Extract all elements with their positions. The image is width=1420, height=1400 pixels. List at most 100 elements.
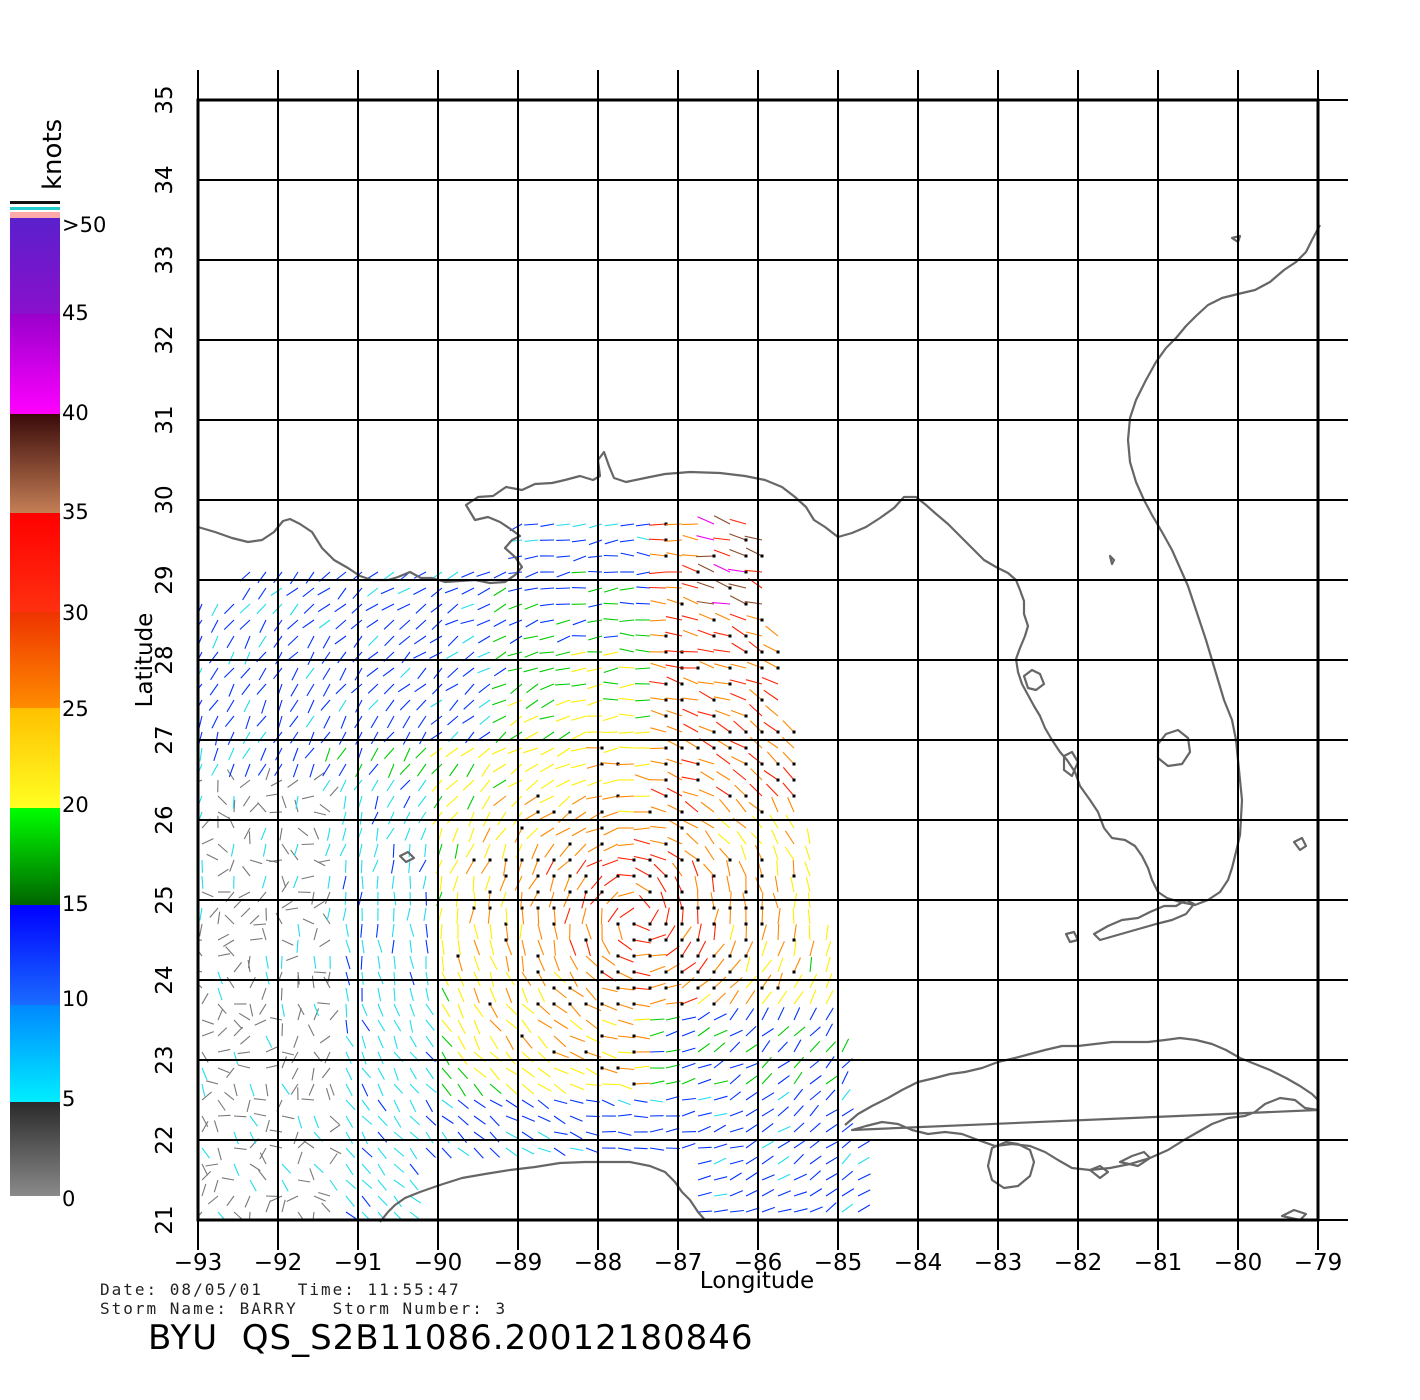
wind-vector: [761, 1206, 775, 1213]
wind-vector: [665, 539, 683, 542]
rain-flag-marker: [552, 986, 556, 990]
rain-flag-marker: [664, 778, 668, 782]
wind-vector: [713, 1080, 729, 1085]
wind-vector: [483, 843, 491, 859]
colorbar-label-45: 45: [62, 301, 89, 325]
wind-vector: [684, 800, 699, 813]
wind-vector: [697, 648, 715, 653]
wind-vector: [265, 1083, 269, 1097]
wind-vector: [809, 973, 818, 989]
wind-vector: [307, 1024, 315, 1037]
wind-vector: [665, 523, 683, 526]
wind-vector: [430, 731, 443, 741]
wind-vector: [697, 1146, 712, 1149]
wind-vector: [761, 1155, 774, 1165]
wind-vector: [713, 1157, 727, 1165]
wind-vector: [556, 635, 571, 643]
wind-vector: [683, 723, 699, 733]
wind-vector: [603, 587, 619, 593]
wind-vector: [716, 771, 731, 781]
wind-vector: [650, 619, 667, 622]
wind-vector: [295, 795, 299, 809]
rain-flag-marker: [632, 1082, 636, 1086]
wind-vector: [385, 699, 395, 712]
wind-vector: [585, 795, 603, 800]
wind-vector: [248, 1211, 251, 1220]
wind-vector: [636, 586, 651, 589]
wind-vector: [681, 1016, 697, 1021]
wind-vector: [221, 1177, 235, 1181]
coast-cuba-isles-2: [1088, 1164, 1110, 1180]
rain-flag-marker: [792, 970, 796, 974]
wind-vector: [763, 644, 779, 653]
wind-vector: [557, 731, 571, 741]
wind-vector: [393, 1163, 405, 1173]
wind-vector: [323, 976, 331, 989]
wind-vector: [213, 1120, 219, 1133]
wind-vector: [425, 939, 429, 954]
wind-vector: [649, 1050, 665, 1053]
wind-vector: [510, 763, 523, 775]
wind-vector: [293, 843, 299, 857]
wind-vector: [309, 1168, 315, 1181]
wind-vector: [473, 1083, 484, 1097]
wind-vector: [233, 1083, 238, 1097]
wind-vector: [681, 759, 699, 765]
wind-vector: [305, 571, 315, 584]
wind-vector: [603, 698, 619, 701]
wind-vector: [698, 758, 715, 765]
wind-vector: [558, 795, 571, 808]
wind-vector: [746, 661, 763, 669]
wind-vector: [265, 793, 279, 797]
wind-vector: [585, 1019, 600, 1031]
wind-vector: [441, 1147, 452, 1159]
wind-vector: [350, 619, 363, 630]
wind-vector: [825, 1007, 834, 1021]
wind-vector: [635, 667, 651, 670]
wind-vector: [345, 1179, 357, 1190]
wind-vector: [531, 843, 539, 860]
wind-vector: [416, 763, 427, 777]
wind-vector: [619, 683, 635, 689]
wind-vector: [681, 926, 692, 941]
wind-vector: [386, 795, 395, 808]
wind-vector: [257, 587, 267, 600]
rain-flag-marker: [664, 938, 668, 942]
rain-flag-marker: [632, 1002, 636, 1006]
wind-vector: [261, 987, 267, 1000]
wind-vector: [447, 667, 459, 679]
wind-vector: [505, 1083, 518, 1095]
wind-vector: [745, 1189, 759, 1197]
rain-flag-marker: [600, 842, 604, 846]
wind-vector: [329, 1124, 341, 1133]
rain-flag-marker: [696, 666, 700, 670]
wind-vector: [713, 976, 727, 989]
wind-vector: [603, 618, 619, 621]
wind-vector: [465, 731, 475, 744]
wind-vector: [553, 1099, 568, 1105]
rain-flag-marker: [648, 938, 652, 942]
wind-vector: [704, 846, 715, 861]
wind-vector: [745, 547, 763, 557]
wind-vector: [649, 553, 667, 557]
wind-vector: [617, 1067, 635, 1071]
wind-vector: [322, 635, 331, 649]
rain-flag-marker: [552, 922, 556, 926]
wind-vector: [211, 715, 219, 729]
rain-flag-marker: [664, 522, 668, 526]
wind-vector: [281, 900, 293, 909]
wind-vector: [761, 1007, 769, 1021]
wind-vector: [409, 923, 415, 937]
wind-vector: [531, 859, 539, 875]
wind-vector: [697, 1063, 712, 1069]
x-tick-label: −89: [494, 1250, 543, 1276]
rain-flag-marker: [760, 650, 764, 654]
wind-vector: [539, 683, 555, 691]
wind-vector: [375, 923, 379, 938]
wind-vector: [745, 1123, 759, 1133]
wind-vector: [256, 683, 267, 695]
wind-vector: [522, 747, 539, 754]
wind-vector: [697, 629, 715, 637]
wind-vector: [617, 939, 633, 951]
wind-vector: [312, 1211, 315, 1220]
